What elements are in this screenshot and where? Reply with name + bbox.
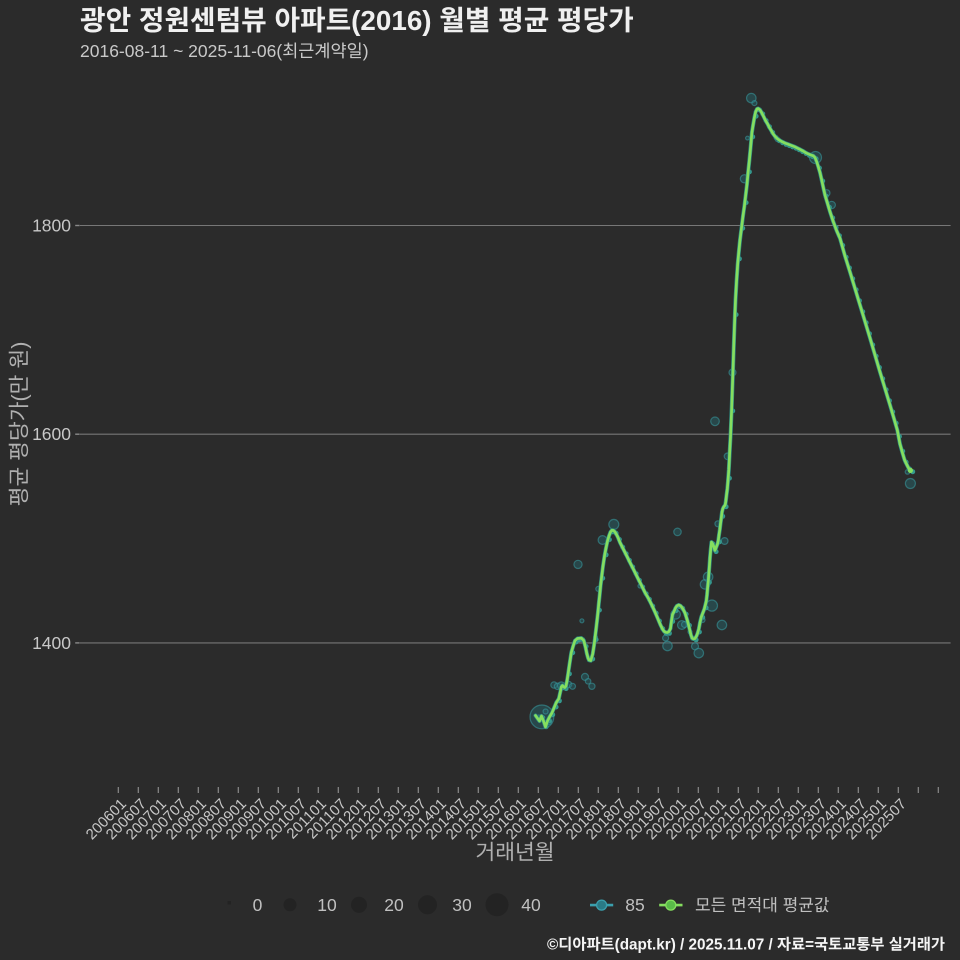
svg-text:1800: 1800 [32, 216, 71, 236]
svg-text:광안 정원센텀뷰 아파트(2016) 월별 평균 평당가: 광안 정원센텀뷰 아파트(2016) 월별 평균 평당가 [80, 5, 634, 36]
svg-text:0: 0 [253, 895, 263, 915]
svg-text:20: 20 [384, 895, 404, 915]
svg-text:평균 평당가(만 원): 평균 평당가(만 원) [8, 342, 32, 507]
svg-text:거래년월: 거래년월 [475, 841, 554, 865]
svg-text:10: 10 [317, 895, 337, 915]
svg-text:1600: 1600 [32, 424, 71, 444]
svg-text:©디아파트(dapt.kr) / 2025.11.07 /: ©디아파트(dapt.kr) / 2025.11.07 / 자료=국토교통부 실… [547, 937, 945, 954]
svg-text:1400: 1400 [32, 633, 71, 653]
svg-text:모든 면적대 평균값: 모든 면적대 평균값 [695, 896, 830, 915]
svg-text:30: 30 [452, 895, 472, 915]
svg-text:85: 85 [625, 895, 644, 915]
svg-text:2016-08-11 ~ 2025-11-06(최근계약일): 2016-08-11 ~ 2025-11-06(최근계약일) [80, 41, 369, 61]
svg-text:40: 40 [521, 895, 541, 915]
